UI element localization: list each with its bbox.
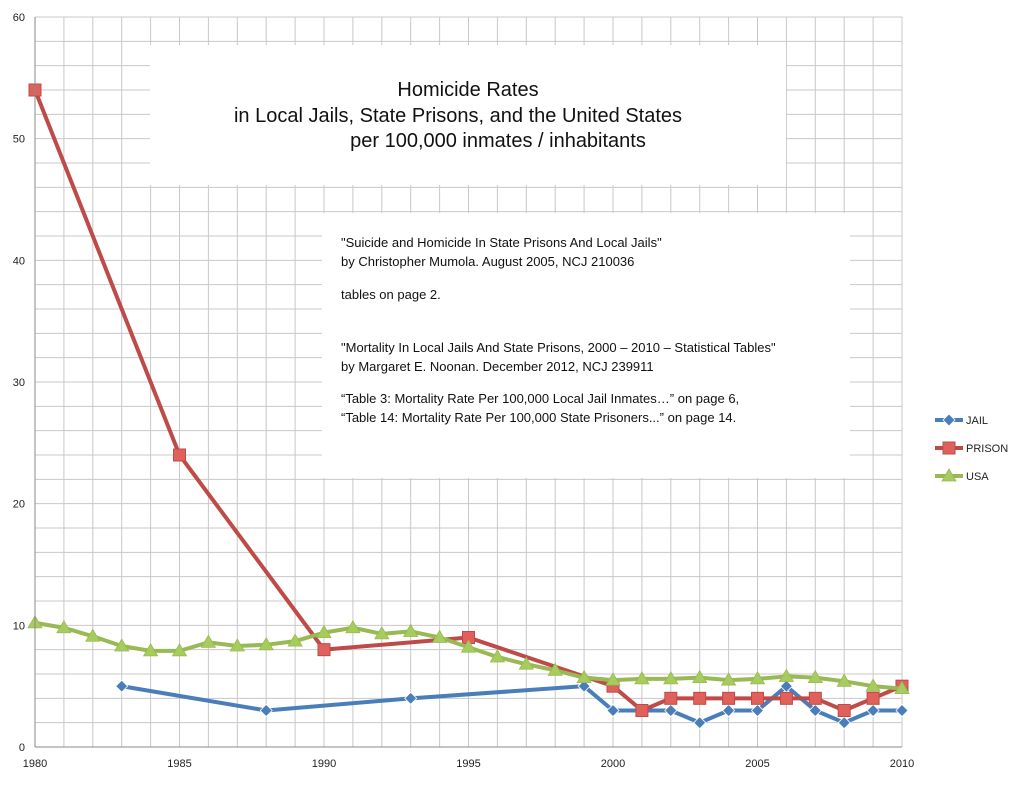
data-point-prison: [722, 691, 736, 705]
title-box: [150, 45, 786, 185]
chart-title-line-3: per 100,000 inmates / inhabitants: [350, 130, 646, 152]
x-tick-label: 1985: [167, 758, 191, 770]
data-point-jail: [750, 703, 765, 718]
legend-item-prison: PRISON: [935, 441, 1008, 455]
data-point-usa: [229, 638, 245, 652]
data-point-usa: [460, 639, 477, 653]
data-point-usa: [894, 680, 910, 694]
data-point-usa: [865, 678, 881, 692]
source-note-3: tables on page 2.: [341, 287, 441, 302]
data-point-usa: [692, 669, 708, 684]
data-point-usa: [287, 633, 303, 647]
series-prison: [28, 83, 909, 717]
axes: 1980 1985 1990 1995 2000 2005 2010 0 10 20 30 40 50 6…: [13, 12, 914, 770]
x-tick-label: 2000: [601, 758, 625, 770]
data-point-jail: [866, 703, 880, 718]
legend-marker-icon: [942, 441, 956, 455]
x-tick-label: 1990: [312, 758, 336, 770]
data-point-usa: [605, 672, 621, 686]
data-point-usa: [114, 638, 130, 652]
data-point-usa: [663, 671, 679, 685]
data-point-usa: [547, 662, 563, 676]
data-point-jail: [895, 703, 909, 718]
series-group: [27, 83, 910, 730]
data-point-jail: [606, 703, 620, 718]
sources-box: [322, 213, 850, 478]
series-usa: [27, 615, 910, 694]
source-note-5: by Margaret E. Noonan. December 2012, NC…: [341, 359, 654, 374]
source-note-4: "Mortality In Local Jails And State Pris…: [341, 340, 776, 355]
data-point-usa: [85, 628, 101, 642]
legend-item-jail: JAIL: [935, 413, 988, 427]
data-point-jail: [404, 691, 418, 705]
source-note-2: by Christopher Mumola. August 2005, NCJ …: [341, 254, 634, 269]
data-point-prison: [173, 448, 186, 462]
data-point-jail: [722, 703, 736, 718]
data-point-jail: [259, 703, 273, 718]
data-point-usa: [345, 619, 361, 634]
data-point-prison: [808, 691, 822, 705]
data-point-prison: [317, 643, 331, 657]
data-point-prison: [866, 691, 880, 705]
source-note-1: "Suicide and Homicide In State Prisons A…: [341, 235, 662, 250]
data-point-jail: [577, 679, 591, 693]
x-tick-label: 1980: [23, 758, 47, 770]
source-note-7: “Table 14: Mortality Rate Per 100,000 St…: [341, 410, 736, 425]
x-tick-label: 1995: [456, 758, 480, 770]
x-tick-label: 2005: [745, 758, 769, 770]
data-point-usa: [56, 619, 72, 634]
x-tick-label: 2010: [890, 758, 914, 770]
data-point-usa: [749, 671, 766, 685]
y-tick-label: 50: [13, 134, 25, 146]
chart-title-line-1: Homicide Rates: [397, 79, 538, 101]
data-point-prison: [837, 704, 851, 717]
data-point-usa: [403, 623, 419, 637]
data-point-usa: [634, 671, 650, 685]
source-note-6: “Table 3: Mortality Rate Per 100,000 Loc…: [341, 391, 739, 406]
data-point-usa: [316, 624, 332, 639]
data-point-prison: [635, 704, 649, 717]
data-point-usa: [807, 669, 823, 684]
legend-item-usa: USA: [935, 468, 989, 483]
data-point-usa: [720, 672, 737, 686]
legend-marker-icon: [942, 413, 956, 427]
data-point-prison: [751, 691, 764, 705]
y-tick-label: 30: [13, 377, 25, 389]
data-point-prison: [693, 691, 707, 705]
y-tick-label: 0: [19, 742, 25, 754]
data-point-jail: [664, 703, 678, 718]
data-point-usa: [518, 656, 534, 670]
data-point-usa: [778, 668, 795, 682]
data-point-usa: [258, 637, 274, 651]
data-point-usa: [171, 643, 188, 657]
y-tick-label: 20: [13, 499, 25, 511]
legend-label: JAIL: [966, 415, 988, 427]
data-point-prison: [779, 691, 793, 705]
data-point-usa: [576, 669, 592, 684]
data-point-usa: [374, 626, 390, 640]
data-point-usa: [836, 673, 852, 687]
legend-marker-icon: [941, 468, 957, 482]
data-point-usa: [431, 629, 448, 643]
data-point-usa: [489, 649, 506, 663]
chart-title-line-2: in Local Jails, State Prisons, and the U…: [234, 105, 682, 127]
y-tick-label: 60: [13, 12, 25, 24]
data-point-jail: [693, 716, 707, 730]
data-point-jail: [808, 703, 822, 718]
legend-label: PRISON: [966, 443, 1008, 455]
data-point-prison: [664, 691, 678, 705]
y-tick-label: 10: [13, 620, 25, 632]
y-tick-label: 40: [13, 255, 25, 267]
data-point-jail: [115, 679, 129, 693]
data-point-usa: [200, 634, 217, 648]
legend: JAIL PRISON USA: [935, 413, 1008, 483]
data-point-usa: [142, 643, 159, 657]
legend-label: USA: [966, 471, 989, 483]
data-point-jail: [837, 716, 851, 730]
